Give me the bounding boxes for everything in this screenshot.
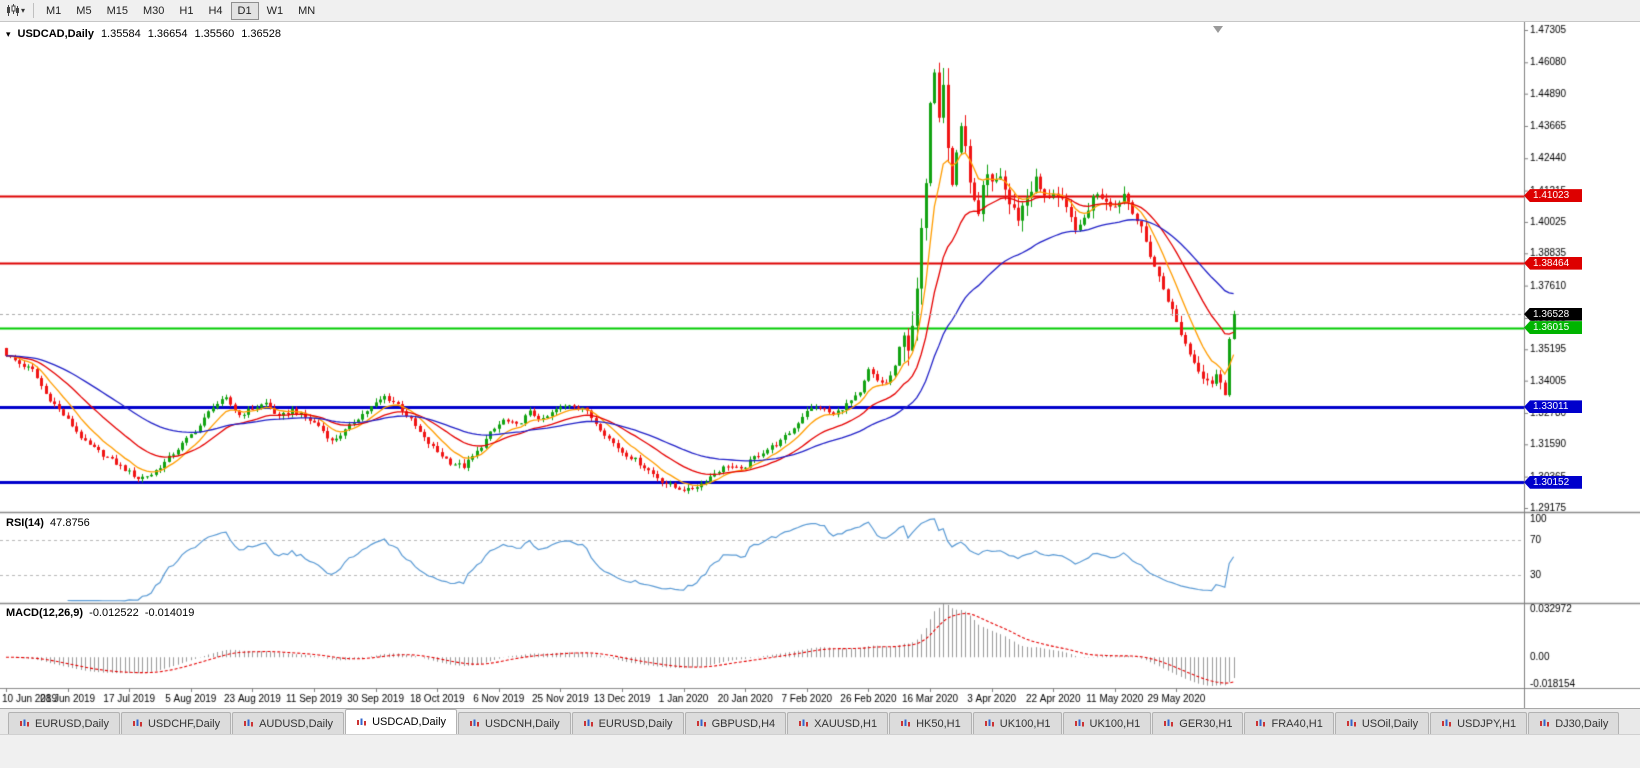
candlestick-chart-icon — [7, 4, 19, 16]
tab-label: DJ30,Daily — [1555, 717, 1609, 730]
chart-tab-eurusd-daily[interactable]: EURUSD,Daily — [571, 712, 684, 734]
timeframe-d1-button[interactable]: D1 — [230, 1, 259, 20]
tab-chart-icon — [1442, 719, 1452, 727]
macd-name: MACD(12,26,9) — [6, 607, 84, 619]
price-tag-bid-price-line: 1.36528 — [1524, 307, 1582, 321]
tab-label: XAUUSD,H1 — [814, 717, 878, 730]
tab-label: UK100,H1 — [999, 717, 1051, 730]
chart-tab-usdcad-daily[interactable]: USDCAD,Daily — [345, 709, 458, 734]
chart-symbol: USDCAD,Daily — [17, 28, 94, 40]
timeframe-mn-button[interactable]: MN — [298, 4, 316, 17]
ohlc-close: 1.36528 — [241, 28, 281, 40]
tab-chart-icon — [20, 719, 29, 727]
tab-chart-icon — [696, 719, 706, 727]
tab-label: USDCAD,Daily — [372, 716, 447, 728]
tab-label: EURUSD,Daily — [598, 717, 673, 730]
chart-title: ▾ USDCAD,Daily 1.35584 1.36654 1.35560 1… — [6, 28, 281, 40]
macd-value-signal: -0.014019 — [144, 607, 195, 619]
timeframe-m5-button[interactable]: M5 — [76, 4, 92, 17]
timeframe-h1-button[interactable]: H1 — [179, 4, 194, 17]
toolbar-separator — [33, 3, 35, 18]
tab-label: HK50,H1 — [916, 717, 961, 730]
chart-tab-uk100-h1[interactable]: UK100,H1 — [972, 712, 1062, 734]
tab-chart-icon — [1540, 719, 1550, 727]
timeframe-h4-button[interactable]: H4 — [208, 4, 223, 17]
charts-dropdown-button[interactable]: ▾ — [3, 2, 28, 20]
chart-tab-ger30-h1[interactable]: GER30,H1 — [1152, 712, 1244, 734]
timeframe-m15-button[interactable]: M15 — [106, 4, 128, 17]
price-tag-support-1-30152[interactable]: 1.30152 — [1524, 475, 1582, 489]
chart-tab-dj30-daily[interactable]: DJ30,Daily — [1528, 712, 1620, 734]
macd-indicator-label: MACD(12,26,9) -0.012522 -0.014019 — [6, 607, 194, 619]
tab-label: FRA40,H1 — [1271, 717, 1323, 730]
top-toolbar: ▾ M1 M5 M15 M30 H1 H4 D1 W1 MN — [0, 0, 1640, 22]
bottom-tab-bar: EURUSD,Daily USDCHF,Daily AUDUSD,Daily USDC… — [0, 708, 1640, 734]
timeframe-bar: M1 M5 M15 M30 H1 H4 D1 W1 MN — [39, 1, 323, 20]
tab-label: USDJPY,H1 — [1457, 717, 1517, 730]
chart-tab-fra40-h1[interactable]: FRA40,H1 — [1244, 712, 1334, 734]
chart-tab-usdchf-daily[interactable]: USDCHF,Daily — [120, 712, 232, 734]
tab-chart-icon — [984, 719, 994, 727]
price-tag-support-1-36015[interactable]: 1.36015 — [1524, 321, 1582, 335]
tab-label: USDCNH,Daily — [485, 717, 560, 730]
chart-tab-usdcnh-daily[interactable]: USDCNH,Daily — [458, 712, 571, 734]
chart-tab-uk100-h1[interactable]: UK100,H1 — [1062, 712, 1152, 734]
tab-label: EURUSD,Daily — [35, 717, 109, 730]
rsi-value: 47.8756 — [50, 517, 90, 529]
price-tag-resistance-1-38464[interactable]: 1.38464 — [1524, 256, 1582, 270]
tab-chart-icon — [901, 719, 911, 727]
timeframe-m1-button[interactable]: M1 — [46, 4, 62, 17]
chart-tab-gbpusd-h4[interactable]: GBPUSD,H4 — [684, 712, 787, 734]
chart-tab-audusd-daily[interactable]: AUDUSD,Daily — [232, 712, 345, 734]
timeframe-w1-button[interactable]: W1 — [266, 4, 284, 17]
tab-label: GBPUSD,H4 — [711, 717, 776, 730]
tab-chart-icon — [132, 719, 142, 727]
tab-chart-icon — [1256, 719, 1266, 727]
chart-canvas[interactable] — [0, 22, 1640, 708]
tab-label: AUDUSD,Daily — [259, 717, 334, 730]
ohlc-open: 1.35584 — [100, 28, 141, 40]
ohlc-low: 1.35560 — [194, 28, 235, 40]
symbol-dropdown-icon[interactable]: ▾ — [6, 28, 11, 39]
tab-chart-icon — [583, 719, 593, 727]
chart-shift-marker-icon[interactable] — [1213, 26, 1223, 33]
chart-tab-usdjpy-h1[interactable]: USDJPY,H1 — [1430, 712, 1528, 734]
ohlc-high: 1.36654 — [147, 28, 188, 40]
tab-label: UK100,H1 — [1089, 717, 1141, 730]
tab-chart-icon — [470, 719, 480, 727]
macd-value-main: -0.012522 — [89, 607, 139, 619]
price-tag-support-1-33011[interactable]: 1.33011 — [1524, 400, 1582, 414]
rsi-indicator-label: RSI(14) 47.8756 — [6, 517, 90, 529]
tab-chart-icon — [799, 719, 809, 727]
tab-label: USDCHF,Daily — [147, 717, 221, 730]
chart-area[interactable]: ▾ USDCAD,Daily 1.35584 1.36654 1.35560 1… — [0, 22, 1640, 708]
chart-tab-usoil-daily[interactable]: USOil,Daily — [1334, 712, 1430, 734]
timeframe-m30-button[interactable]: M30 — [142, 4, 165, 17]
chart-tab-eurusd-daily[interactable]: EURUSD,Daily — [8, 712, 120, 734]
tab-label: GER30,H1 — [1179, 717, 1233, 730]
tab-label: USOil,Daily — [1361, 717, 1419, 730]
tab-chart-icon — [1074, 719, 1084, 727]
tab-chart-icon — [1346, 719, 1356, 727]
status-bar — [0, 734, 1640, 768]
chart-tab-xauusd-h1[interactable]: XAUUSD,H1 — [787, 712, 889, 734]
tab-chart-icon — [244, 719, 254, 727]
tab-chart-icon — [1164, 719, 1174, 727]
price-tag-resistance-1-41023[interactable]: 1.41023 — [1524, 189, 1582, 203]
tab-chart-icon — [357, 718, 367, 725]
rsi-name: RSI(14) — [6, 517, 44, 529]
chart-tab-hk50-h1[interactable]: HK50,H1 — [889, 712, 972, 734]
dropdown-caret-icon: ▾ — [21, 5, 26, 15]
